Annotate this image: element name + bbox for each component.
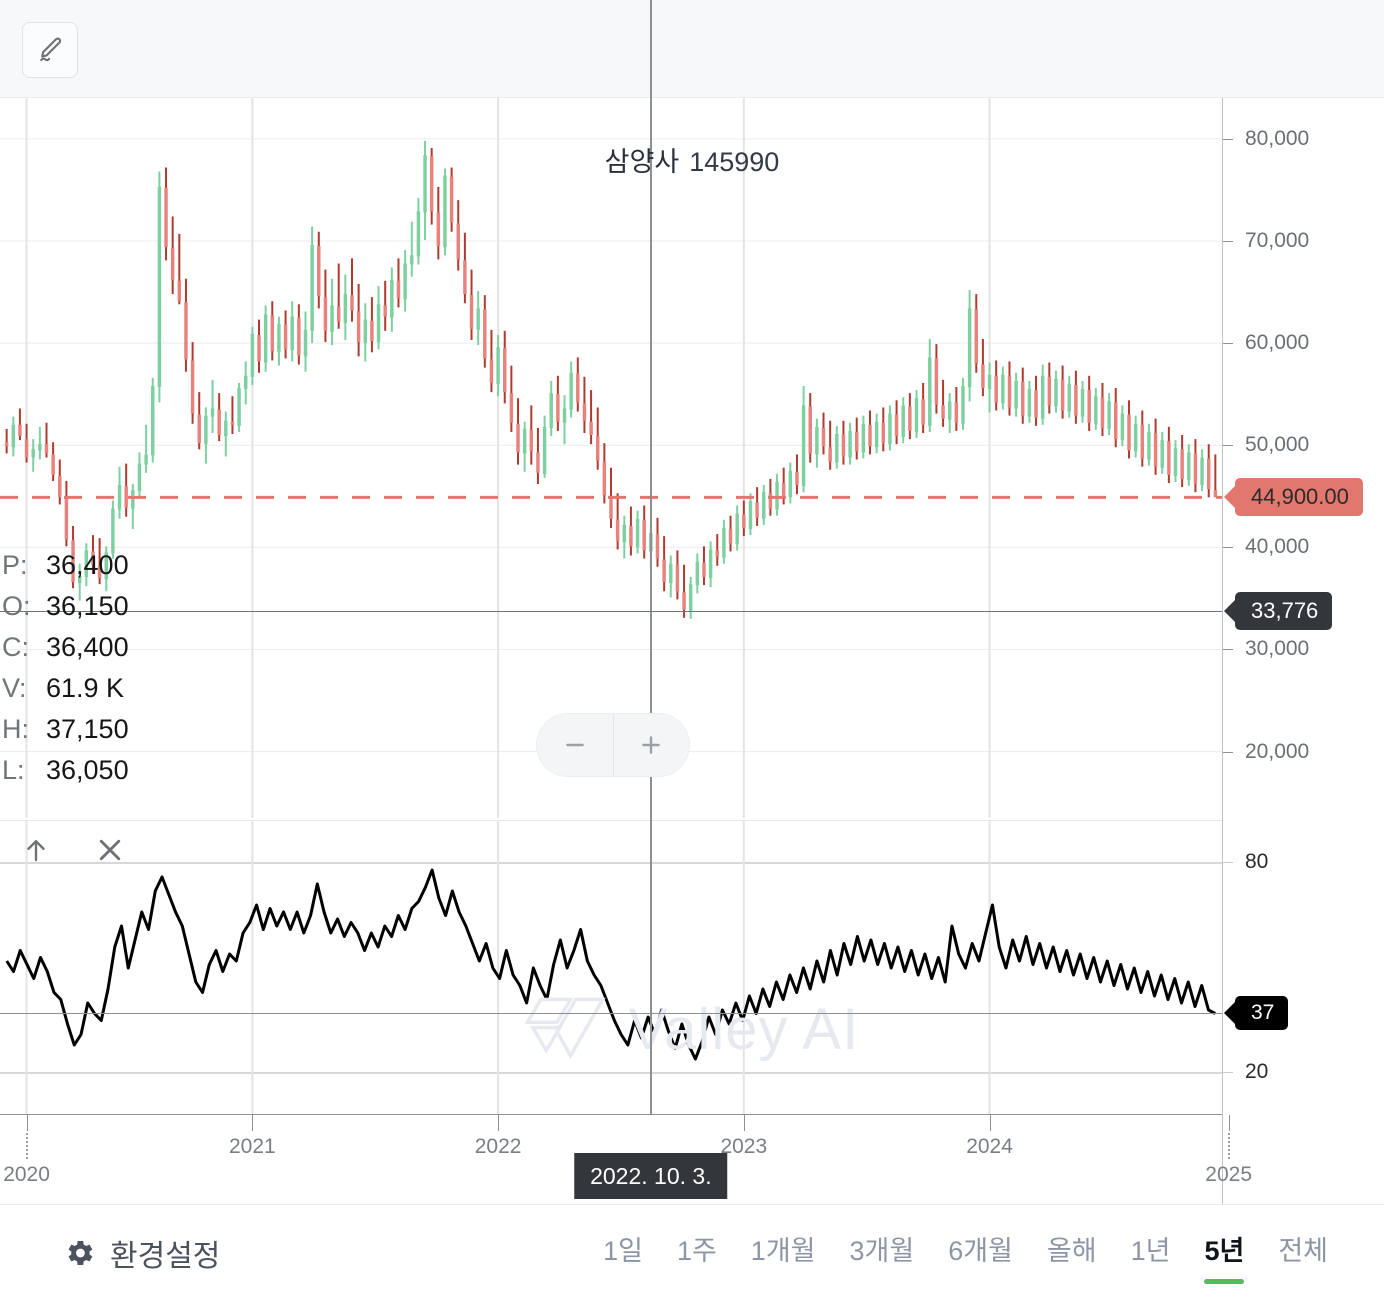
price-axis-tick bbox=[1223, 547, 1233, 549]
price-axis-label: 50,000 bbox=[1245, 433, 1310, 457]
plus-icon bbox=[638, 732, 664, 758]
rsi-axis-label: 80 bbox=[1245, 850, 1269, 873]
candlestick-svg bbox=[0, 98, 1222, 818]
rsi-indicator-panel[interactable] bbox=[0, 820, 1222, 1114]
period-button-올해[interactable]: 올해 bbox=[1046, 1236, 1097, 1266]
time-axis-label: 2022 bbox=[474, 1135, 522, 1158]
price-axis-label: 60,000 bbox=[1245, 331, 1310, 355]
price-plot-area[interactable] bbox=[0, 98, 1222, 818]
period-button-3개월[interactable]: 3개월 bbox=[849, 1236, 915, 1266]
chart-title: 삼양사 145990 bbox=[605, 140, 780, 179]
crosshair-date-tooltip: 2022. 10. 3. bbox=[574, 1153, 728, 1199]
price-axis-tick bbox=[1223, 649, 1233, 651]
price-axis-label: 70,000 bbox=[1245, 228, 1310, 252]
time-axis-tick bbox=[743, 1115, 745, 1131]
rsi-move-up-button[interactable] bbox=[14, 828, 58, 872]
time-axis-label: 2020 bbox=[3, 1163, 50, 1186]
time-axis-dotted-tick bbox=[25, 1133, 28, 1159]
rsi-axis-tick bbox=[1223, 862, 1233, 863]
rsi-axis-label: 20 bbox=[1245, 1060, 1269, 1083]
period-button-1개월[interactable]: 1개월 bbox=[750, 1236, 816, 1266]
time-axis-tick bbox=[989, 1115, 991, 1131]
price-axis-label: 20,000 bbox=[1245, 739, 1310, 763]
zoom-controls[interactable] bbox=[537, 714, 689, 776]
time-axis-tick bbox=[1228, 1115, 1230, 1131]
arrow-up-icon bbox=[21, 835, 51, 865]
period-button-1일[interactable]: 1일 bbox=[603, 1236, 643, 1266]
chart-title-code: 145990 bbox=[689, 147, 780, 177]
price-axis-label: 30,000 bbox=[1245, 637, 1310, 661]
rsi-axis-tick bbox=[1223, 1072, 1233, 1073]
settings-button[interactable]: 환경설정 bbox=[62, 1231, 220, 1275]
time-axis-label: 2021 bbox=[229, 1135, 276, 1158]
price-axis-tick bbox=[1223, 751, 1233, 753]
chart-header-bar bbox=[0, 0, 1384, 98]
time-axis[interactable]: 2020 2021 2022 2023 2024 2025 bbox=[0, 1114, 1252, 1204]
price-axis-tick bbox=[1223, 343, 1233, 345]
minus-icon bbox=[562, 732, 588, 758]
chart-stage[interactable]: 삼양사 145990 Valley AI P: 36,400 O: 36,150 C: 36… bbox=[0, 0, 1384, 1204]
period-button-1년[interactable]: 1년 bbox=[1130, 1236, 1171, 1266]
time-axis-tick bbox=[252, 1115, 254, 1131]
period-button-5년[interactable]: 5년 bbox=[1204, 1229, 1244, 1284]
price-axis-tick bbox=[1223, 240, 1233, 242]
rsi-crosshair-horizontal-line bbox=[0, 1012, 1222, 1014]
period-button-전체[interactable]: 전체 bbox=[1278, 1236, 1328, 1266]
crosshair-vertical-line bbox=[649, 0, 652, 1114]
price-axis-tick bbox=[1223, 445, 1233, 447]
rsi-close-button[interactable] bbox=[88, 828, 132, 872]
zoom-out-button[interactable] bbox=[537, 714, 613, 776]
settings-label: 환경설정 bbox=[110, 1240, 221, 1273]
crosshair-price-badge-text: 33,776 bbox=[1251, 597, 1319, 623]
current-price-badge: 44,900.00 bbox=[1235, 478, 1363, 517]
period-button-1주[interactable]: 1주 bbox=[676, 1236, 717, 1266]
price-axis-tick bbox=[1223, 138, 1233, 140]
time-axis-label: 2023 bbox=[720, 1135, 768, 1158]
zoom-in-button[interactable] bbox=[612, 714, 690, 776]
time-axis-tick bbox=[498, 1115, 500, 1131]
time-axis-dotted-tick bbox=[1227, 1133, 1230, 1159]
close-icon bbox=[95, 835, 125, 865]
price-axis-label: 40,000 bbox=[1245, 535, 1310, 559]
pencil-icon bbox=[35, 35, 65, 65]
price-axis-label: 80,000 bbox=[1245, 126, 1310, 150]
gear-icon bbox=[62, 1236, 96, 1270]
rsi-value-badge-text: 37 bbox=[1251, 1000, 1275, 1024]
footer-toolbar: 환경설정 1일 1주 1개월 3개월 6개월 올해 1년 5년 전체 bbox=[0, 1204, 1384, 1314]
time-axis-label: 2025 bbox=[1205, 1163, 1252, 1186]
rsi-line-svg bbox=[0, 821, 1222, 1114]
draw-tool-button[interactable] bbox=[22, 22, 78, 78]
price-axis[interactable]: 80,000 70,000 60,000 50,000 40,000 30,000 20,0… bbox=[1222, 98, 1384, 1204]
time-axis-label: 2024 bbox=[966, 1135, 1013, 1158]
crosshair-horizontal-line bbox=[0, 610, 1222, 612]
time-axis-tick bbox=[26, 1115, 28, 1131]
chart-title-name: 삼양사 bbox=[604, 147, 680, 177]
period-button-6개월[interactable]: 6개월 bbox=[948, 1236, 1013, 1266]
crosshair-price-badge: 33,776 bbox=[1235, 591, 1333, 630]
current-price-badge-text: 44,900.00 bbox=[1251, 484, 1349, 510]
rsi-value-badge: 37 bbox=[1235, 995, 1289, 1030]
period-selector[interactable]: 1일 1주 1개월 3개월 6개월 올해 1년 5년 전체 bbox=[603, 1229, 1328, 1284]
